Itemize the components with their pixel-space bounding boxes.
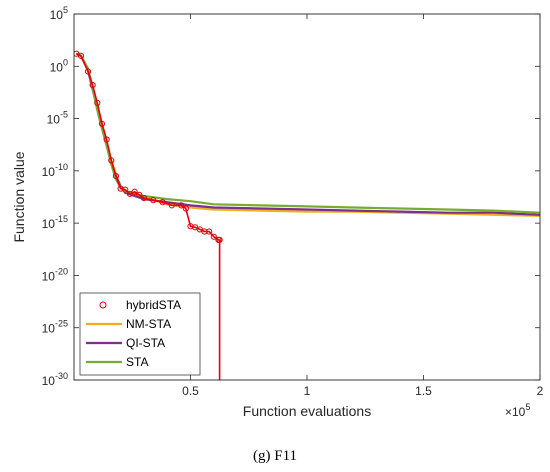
data-point-hybridsta [216, 236, 223, 243]
data-point-hybridsta [178, 202, 185, 209]
data-point-hybridsta [159, 199, 166, 206]
y-tick-base: 10 [42, 322, 56, 336]
y-tick-exponent: -10 [55, 162, 68, 172]
legend-label-nm-sta: NM-STA [126, 317, 171, 331]
series-line-hybridsta [75, 52, 221, 380]
y-tick-base: 10 [42, 165, 56, 179]
data-point-hybridsta [150, 197, 157, 204]
y-tick-base: 10 [50, 8, 64, 22]
data-point-hybridsta [94, 99, 101, 106]
data-point-hybridsta [89, 82, 96, 89]
y-tick-exponent: -30 [55, 371, 68, 381]
y-tick-label: 105 [50, 5, 68, 22]
y-tick-exponent: -20 [55, 266, 68, 276]
x-tick-label: 2 [537, 384, 544, 398]
y-tick-base: 10 [42, 374, 56, 388]
ticks-layer: 0.5 1 1.5 210510010-510-1010-1510-2010-2510… [42, 5, 544, 398]
labels-layer: Function evaluations Function value ×105 [11, 151, 530, 419]
figure-caption: (g) F11 [252, 448, 298, 464]
x-tick-label: 1 [304, 384, 311, 398]
legend-marker-hybridsta [99, 301, 107, 309]
data-point-hybridsta [108, 157, 115, 164]
x-tick-label: 0.5 [182, 384, 199, 398]
y-tick-exponent: 0 [63, 57, 68, 67]
legend-label-qi-sta: QI-STA [126, 336, 165, 350]
y-tick-label: 100 [50, 57, 68, 74]
y-tick-label: 10-15 [42, 214, 68, 231]
y-tick-base: 10 [47, 113, 61, 127]
data-point-hybridsta [98, 120, 106, 127]
y-tick-base: 10 [42, 217, 56, 231]
y-tick-exponent: -5 [60, 110, 68, 120]
legend-label-hybridsta: hybridSTA [126, 298, 181, 312]
data-point-hybridsta [168, 202, 175, 209]
legend-label-sta: STA [126, 355, 148, 369]
x-multiplier-label: ×105 [505, 402, 530, 419]
y-tick-base: 10 [50, 60, 64, 74]
y-tick-label: 10-30 [42, 371, 68, 388]
series-layer [74, 50, 540, 380]
data-point-hybridsta [201, 228, 208, 235]
data-point-hybridsta [140, 194, 147, 202]
x-multiplier-base: ×10 [505, 405, 526, 419]
data-point-hybridsta [182, 205, 189, 212]
y-axis-label: Function value [11, 151, 27, 242]
x-tick-label: 1.5 [415, 384, 432, 398]
data-point-hybridsta [210, 233, 217, 240]
data-point-hybridsta [122, 186, 129, 193]
data-point-hybridsta [103, 136, 110, 143]
data-point-hybridsta [206, 228, 213, 235]
x-axis-label: Function evaluations [243, 403, 371, 419]
y-tick-label: 10-10 [42, 162, 68, 179]
y-tick-label: 10-5 [47, 110, 68, 127]
data-point-hybridsta [131, 188, 138, 195]
data-point-hybridsta [84, 68, 92, 75]
y-tick-exponent: 5 [63, 5, 68, 15]
y-tick-exponent: -15 [55, 214, 68, 224]
data-point-hybridsta [77, 52, 85, 59]
y-tick-base: 10 [42, 269, 56, 283]
y-tick-exponent: -25 [55, 319, 68, 329]
y-tick-label: 10-20 [42, 266, 68, 283]
data-point-hybridsta [136, 191, 143, 199]
x-multiplier-exp: 5 [525, 402, 530, 412]
y-tick-label: 10-25 [42, 319, 68, 336]
chart: 0.5 1 1.5 210510010-510-1010-1510-2010-2510… [11, 5, 544, 419]
legend: hybridSTA NM-STA QI-STA STA [79, 292, 201, 376]
data-point-hybridsta [112, 172, 120, 180]
